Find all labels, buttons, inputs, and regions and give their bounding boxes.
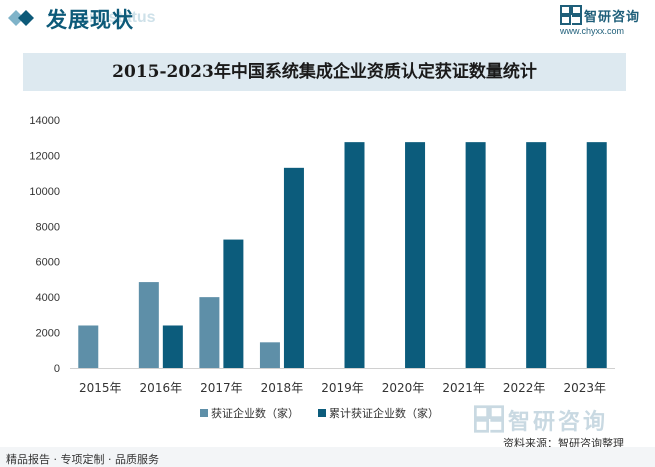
bar-cumulative (223, 239, 244, 368)
y-tick-label: 6000 (36, 257, 60, 269)
brand: 智研咨询 www.chyxx.com (560, 4, 652, 38)
y-tick-label: 4000 (36, 292, 60, 304)
x-tick-label: 2021年 (442, 381, 485, 395)
y-tick-label: 14000 (29, 115, 60, 127)
source-note: 资料来源：智研咨询整理 (503, 437, 624, 450)
x-tick-label: 2022年 (503, 381, 546, 395)
footer-watermark-brand: 智研咨询 (474, 404, 634, 435)
x-tick-label: 2019年 (321, 381, 364, 395)
x-tick-label: 2017年 (200, 381, 243, 395)
bar-certified (138, 282, 159, 368)
y-tick-label: 8000 (36, 221, 60, 233)
bar-cumulative (283, 167, 304, 368)
chart-title-bar: 2015-2023年中国系统集成企业资质认定获证数量统计 (23, 53, 626, 91)
y-tick-label: 12000 (29, 150, 60, 162)
bar-cumulative (162, 325, 183, 368)
bar-certified (199, 297, 220, 368)
brand-logo-icon (560, 5, 582, 25)
section-title: 发展现状 (46, 7, 134, 32)
bar-cumulative (526, 142, 547, 368)
footer-brand-name: 智研咨询 (508, 410, 609, 435)
bar-cumulative (586, 142, 607, 368)
section-dots-icon (8, 10, 34, 26)
header: ent status 发展现状 智研咨询 www.chyxx.com (0, 0, 655, 40)
x-tick-label: 2020年 (382, 381, 425, 395)
brand-url: www.chyxx.com (560, 26, 625, 36)
y-tick-label: 10000 (29, 186, 60, 198)
x-tick-label: 2016年 (140, 381, 183, 395)
chart-title: 2015-2023年中国系统集成企业资质认定获证数量统计 (112, 62, 537, 82)
footer-brand-logo-icon (474, 405, 504, 433)
legend-swatch (200, 409, 208, 417)
x-tick-label: 2015年 (79, 381, 122, 395)
y-tick-label: 0 (54, 363, 60, 375)
y-tick-label: 2000 (36, 328, 60, 340)
footer-bar: 精品报告 · 专项定制 · 品质服务 (0, 447, 655, 467)
bar-cumulative (405, 142, 426, 368)
bar-certified (259, 342, 280, 368)
footer-text: 精品报告 · 专项定制 · 品质服务 (6, 453, 159, 466)
legend-label: 获证企业数（家） (211, 406, 299, 420)
x-tick-label: 2018年 (261, 381, 304, 395)
legend-label: 累计获证企业数（家） (329, 406, 439, 420)
legend-swatch (318, 409, 326, 417)
brand-name: 智研咨询 (584, 10, 641, 25)
bar-certified (78, 325, 99, 368)
x-tick-label: 2023年 (563, 381, 606, 395)
bar-cumulative (344, 142, 365, 368)
bar-cumulative (465, 142, 486, 368)
